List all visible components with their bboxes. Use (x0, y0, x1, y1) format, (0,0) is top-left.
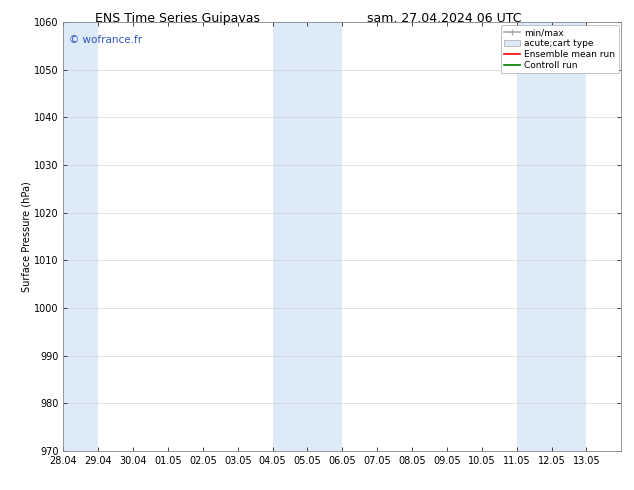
Y-axis label: Surface Pressure (hPa): Surface Pressure (hPa) (21, 181, 31, 292)
Bar (517, 22, 586, 451)
Text: sam. 27.04.2024 06 UTC: sam. 27.04.2024 06 UTC (366, 12, 521, 25)
Bar (63, 22, 98, 451)
Text: ENS Time Series Guipavas: ENS Time Series Guipavas (95, 12, 260, 25)
Legend: min/max, acute;cart type, Ensemble mean run, Controll run: min/max, acute;cart type, Ensemble mean … (500, 25, 619, 74)
Bar (273, 22, 342, 451)
Text: © wofrance.fr: © wofrance.fr (69, 35, 142, 45)
